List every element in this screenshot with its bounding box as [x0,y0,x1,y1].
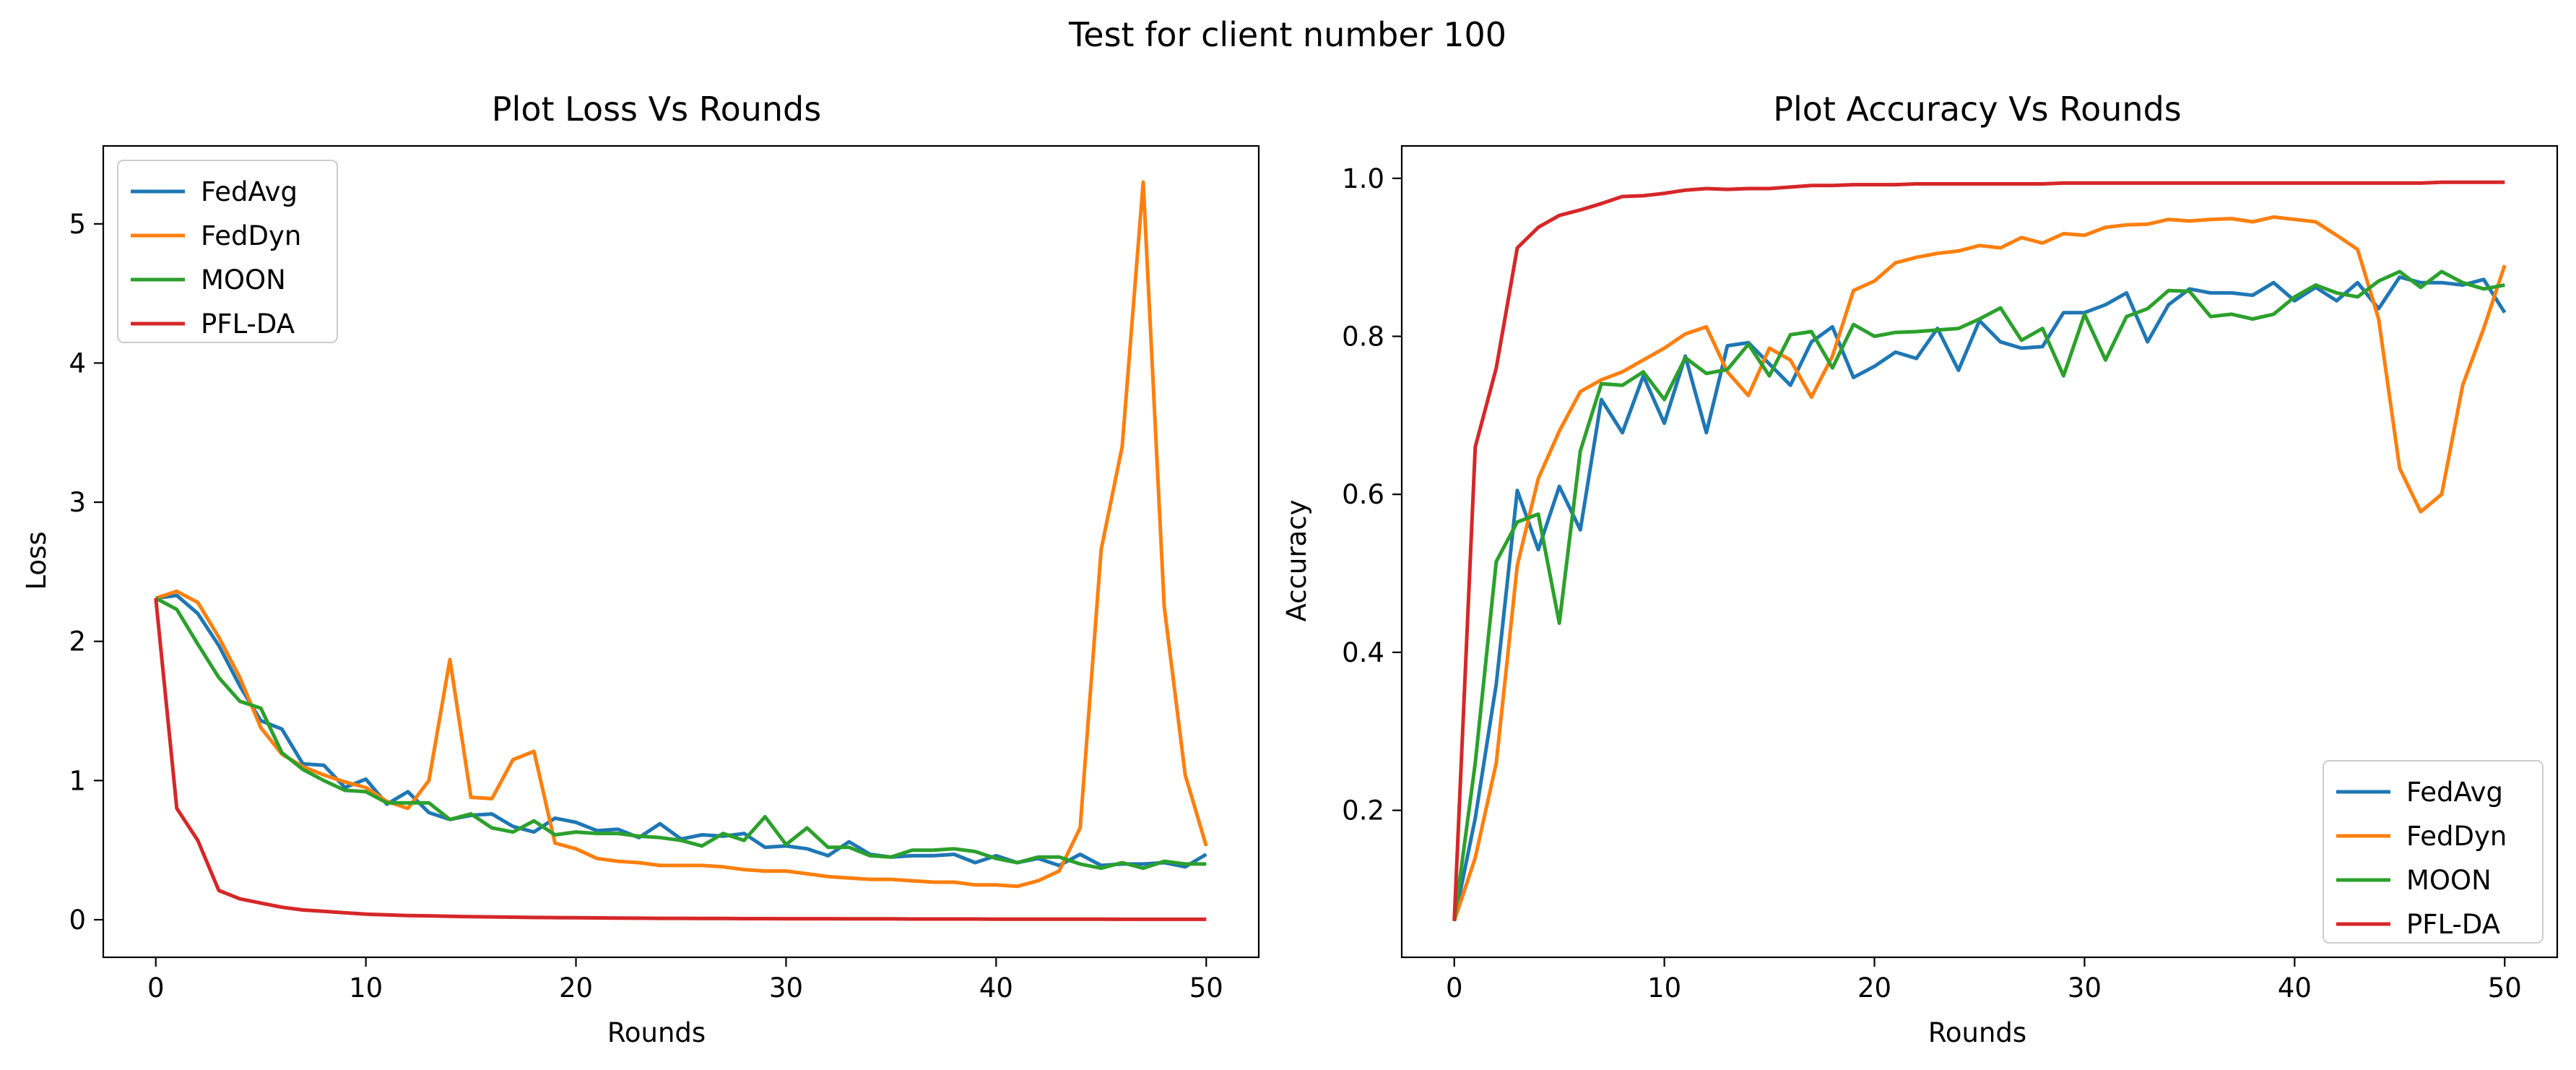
loss-x-tick-label: 50 [1189,972,1223,1004]
accuracy-series-line-pfl-da [1452,180,2505,921]
loss-x-tick-label: 20 [559,972,593,1004]
loss-series-line-fedavg [155,593,1207,869]
accuracy-y-tick-label: 0.4 [1342,637,1384,668]
loss-y-tick-label: 5 [69,209,86,240]
accuracy-series-group [1452,180,2507,922]
loss-legend-label: MOON [201,264,286,295]
loss-x-tick-label: 30 [769,972,803,1004]
loss-y-tick-label: 4 [69,348,86,379]
loss-chart: Plot Loss Vs Rounds Rounds Loss 0 10 20 30 4… [21,90,1260,1048]
accuracy-chart: Plot Accuracy Vs Rounds Rounds Accuracy … [1281,90,2559,1048]
accuracy-y-tick-label: 0.2 [1342,795,1384,827]
figure-suptitle: Test for client number 100 [1068,15,1506,54]
accuracy-legend: FedAvg FedDyn MOON PFL-DA [2323,760,2544,944]
accuracy-x-tick-label: 40 [2278,972,2312,1004]
loss-legend-label: FedAvg [201,176,298,207]
loss-legend-label: PFL-DA [201,309,295,340]
loss-series-line-moon [155,596,1207,871]
accuracy-y-tick-label: 0.8 [1342,322,1384,353]
accuracy-x-tick-label: 10 [1647,972,1681,1004]
loss-x-tick-label: 40 [979,972,1013,1004]
loss-x-tick-label: 0 [147,972,165,1004]
loss-legend-box [117,160,338,343]
loss-legend-label: FedDyn [201,220,301,251]
accuracy-x-axis-label: Rounds [1928,1017,2026,1048]
accuracy-series-line-feddyn [1452,215,2507,922]
loss-axes-frame [102,144,1260,959]
loss-series-group [154,180,1208,921]
accuracy-legend-label: FedAvg [2406,777,2503,808]
loss-x-axis-label: Rounds [607,1017,706,1048]
accuracy-legend-label: FedDyn [2406,821,2507,852]
loss-y-axis-label: Loss [21,531,52,590]
loss-chart-title: Plot Loss Vs Rounds [492,90,821,129]
loss-y-tick-label: 1 [69,765,86,796]
accuracy-x-tick-label: 30 [2068,972,2102,1004]
accuracy-axes-frame [1400,144,2559,959]
accuracy-y-axis-label: Accuracy [1281,500,1312,622]
accuracy-legend-label: MOON [2406,865,2492,896]
accuracy-x-tick-label: 20 [1857,972,1891,1004]
accuracy-legend-box [2323,760,2544,944]
loss-x-tick-label: 10 [349,972,383,1004]
accuracy-y-tick-label: 1.0 [1342,163,1384,194]
loss-y-tick-label: 0 [69,905,86,936]
accuracy-x-tick-label: 50 [2488,972,2522,1004]
accuracy-chart-title: Plot Accuracy Vs Rounds [1773,90,2182,129]
accuracy-x-tick-label: 0 [1446,972,1463,1004]
accuracy-legend-label: PFL-DA [2406,909,2500,940]
loss-y-tick-label: 2 [69,626,86,657]
accuracy-y-tick-label: 0.6 [1342,479,1384,510]
loss-legend: FedAvg FedDyn MOON PFL-DA [117,160,338,343]
loss-series-line-feddyn [155,180,1208,889]
loss-series-line-pfl-da [154,597,1207,921]
accuracy-series-line-moon [1452,269,2505,922]
loss-y-tick-label: 3 [69,487,86,518]
